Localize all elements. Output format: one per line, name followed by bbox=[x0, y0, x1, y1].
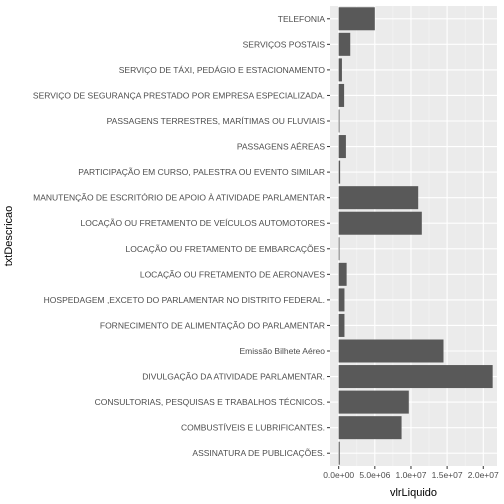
y-tick-label: PARTICIPAÇÃO EM CURSO, PALESTRA OU EVENT… bbox=[78, 167, 325, 177]
y-tick-label: SERVIÇO DE TÁXI, PEDÁGIO E ESTACIONAMENT… bbox=[119, 65, 326, 75]
bar bbox=[338, 58, 342, 82]
bar bbox=[338, 186, 419, 210]
plot-panel bbox=[330, 6, 497, 466]
y-tick-label: MANUTENÇÃO DE ESCRITÓRIO DE APOIO À ATIV… bbox=[33, 193, 325, 203]
y-tick-label: SERVIÇO DE SEGURANÇA PRESTADO POR EMPRES… bbox=[33, 90, 325, 100]
bar-series bbox=[338, 7, 493, 465]
bar bbox=[338, 135, 346, 159]
grid-lines bbox=[330, 6, 497, 466]
y-tick-label: Emissão Bilhete Aéreo bbox=[239, 346, 325, 356]
y-tick-label: PASSAGENS TERRESTRES, MARÍTIMAS OU FLUVI… bbox=[107, 116, 326, 126]
x-axis-title: vlrLiquido bbox=[390, 487, 437, 499]
bar bbox=[338, 109, 340, 133]
bar bbox=[338, 83, 345, 107]
y-axis-title: txtDescricao bbox=[3, 206, 15, 267]
y-tick-label: SERVIÇOS POSTAIS bbox=[243, 39, 326, 49]
bar bbox=[338, 390, 409, 414]
bar bbox=[338, 313, 345, 337]
y-tick-label: LOCAÇÃO OU FRETAMENTO DE VEÍCULOS AUTOMO… bbox=[81, 218, 326, 228]
bar bbox=[338, 441, 340, 465]
y-tick-label: COMBUSTÍVEIS E LUBRIFICANTES. bbox=[181, 423, 325, 433]
bar bbox=[338, 237, 340, 261]
y-tick-label: CONSULTORIAS, PESQUISAS E TRABALHOS TÉCN… bbox=[95, 397, 325, 407]
x-tick-label: 2.0e+07 bbox=[468, 470, 499, 480]
x-tick-label: 1.0e+07 bbox=[395, 470, 426, 480]
bar bbox=[338, 339, 444, 363]
x-tick-label: 0.0e+00 bbox=[323, 470, 354, 480]
bar bbox=[338, 211, 422, 235]
bar bbox=[338, 365, 493, 389]
y-axis: TELEFONIA SERVIÇOS POSTAIS SERVIÇO DE TÁXI… bbox=[33, 14, 330, 458]
bar bbox=[338, 262, 347, 286]
y-tick-label: LOCAÇÃO OU FRETAMENTO DE AERONAVES bbox=[140, 269, 325, 279]
bar bbox=[338, 7, 375, 31]
y-tick-label: DIVULGAÇÃO DA ATIVIDADE PARLAMENTAR. bbox=[142, 372, 325, 382]
y-tick-label: TELEFONIA bbox=[278, 14, 326, 24]
y-tick-label: FORNECIMENTO DE ALIMENTAÇÃO DO PARLAMENT… bbox=[100, 320, 325, 330]
y-tick-label: HOSPEDAGEM ,EXCETO DO PARLAMENTAR NO DIS… bbox=[44, 295, 325, 305]
bar bbox=[338, 288, 345, 312]
y-tick-label: ASSINATURA DE PUBLICAÇÕES. bbox=[192, 448, 325, 458]
y-tick-label: PASSAGENS AÉREAS bbox=[237, 142, 326, 152]
y-tick-label: LOCAÇÃO OU FRETAMENTO DE EMBARCAÇÕES bbox=[126, 244, 326, 254]
x-tick-label: 1.5e+07 bbox=[432, 470, 463, 480]
x-tick-label: 5.0e+06 bbox=[359, 470, 390, 480]
bar bbox=[338, 32, 351, 56]
bar bbox=[338, 416, 402, 440]
x-axis: 0.0e+00 5.0e+06 1.0e+07 1.5e+07 2.0e+07 bbox=[323, 466, 499, 480]
bar bbox=[338, 160, 341, 184]
